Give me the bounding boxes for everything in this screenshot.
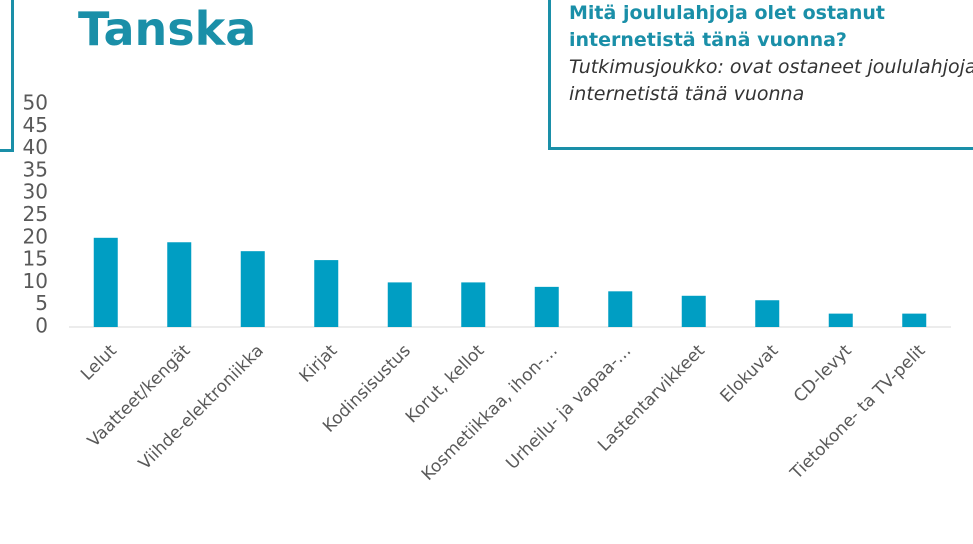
bar	[240, 251, 265, 327]
bar	[93, 237, 118, 327]
bar	[681, 295, 706, 327]
y-tick-label: 15	[23, 247, 48, 271]
x-tick-label: Kosmetiikkaa, ihon-…	[418, 341, 562, 485]
bar	[755, 300, 780, 327]
x-tick-label: Kirjat	[296, 341, 342, 387]
y-tick-label: 25	[23, 202, 48, 226]
x-tick-label: Elokuvat	[716, 341, 782, 407]
bar	[534, 286, 559, 327]
x-tick-label: Tietokone- ta TV-pelit	[786, 341, 929, 484]
bar	[167, 242, 192, 327]
y-tick-label: 30	[23, 180, 48, 204]
x-tick-label: Urheilu- ja vapaa-…	[502, 341, 635, 474]
decoration	[0, 0, 14, 152]
y-tick-label: 5	[35, 291, 48, 315]
chart-title: Tanska	[78, 2, 257, 56]
question: Mitä joululahjoja olet ostanut interneti…	[569, 2, 885, 51]
bar	[387, 282, 412, 327]
x-tick-label: CD-levyt	[790, 341, 856, 407]
subtitle: Tutkimusjoukko: ovat ostaneet joululahjo…	[569, 56, 973, 105]
bar	[902, 313, 927, 327]
bar	[314, 260, 339, 327]
bar	[461, 282, 486, 327]
y-tick-label: 50	[23, 91, 48, 115]
y-tick-label: 20	[23, 224, 48, 248]
y-tick-label: 40	[23, 135, 48, 159]
y-tick-label: 0	[35, 314, 48, 338]
x-tick-label: Viihde-elektroniikka	[135, 341, 268, 474]
y-tick-label: 45	[23, 113, 48, 137]
info-box: Mitä joululahjoja olet ostanut interneti…	[548, 0, 973, 150]
y-tick-label: 10	[23, 269, 48, 293]
x-tick-label: Lelut	[77, 341, 121, 385]
bar	[608, 291, 633, 327]
bar	[828, 313, 853, 327]
y-tick-label: 35	[23, 157, 48, 181]
